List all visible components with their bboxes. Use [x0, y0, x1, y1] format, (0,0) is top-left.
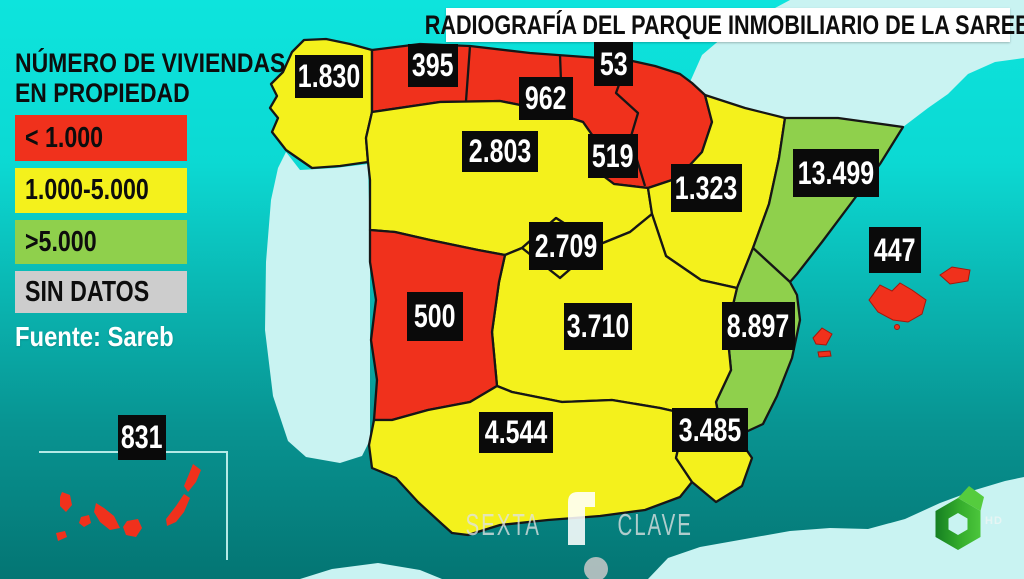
island-gran-canaria [123, 519, 142, 537]
label-asturias: 395 [408, 44, 458, 87]
label-baleares: 447 [869, 227, 921, 273]
watermark-text-right: CLAVE [617, 507, 694, 542]
island-lanzarote [184, 464, 201, 492]
lasexta-6-glyph-icon [568, 492, 596, 545]
watermark-text-left: SEXTA [465, 507, 541, 542]
label-andalucia: 4.544 [479, 412, 553, 453]
hd-badge: HD [985, 515, 1003, 527]
island-el-hierro [56, 531, 67, 541]
island-ibiza [812, 327, 833, 346]
canary-inset-frame [39, 451, 228, 560]
island-formentera [817, 350, 832, 358]
legend-item-under-1000: < 1.000 [15, 115, 187, 162]
label-aragon: 1.323 [671, 164, 742, 212]
island-tenerife [94, 503, 120, 530]
label-cataluna: 13.499 [793, 149, 879, 197]
label-la-rioja-navarra: 519 [588, 134, 638, 178]
sexta-clave-watermark: SEXTA CLAVE [446, 488, 713, 548]
title-bar: RADIOGRAFÍA DEL PARQUE INMOBILIARIO DE L… [425, 8, 1024, 42]
page-title: RADIOGRAFÍA DEL PARQUE INMOBILIARIO DE L… [424, 9, 1024, 40]
label-castilla-la-mancha: 3.710 [564, 303, 632, 350]
legend-heading: NÚMERO DE VIVIENDAS EN PROPIEDAD [15, 48, 286, 109]
africa-tangier-landmass [300, 563, 442, 579]
label-cantabria: 962 [519, 77, 573, 120]
island-la-palma [60, 492, 72, 512]
portugal-landmass [265, 152, 370, 463]
region-andalucia [367, 384, 702, 537]
label-comunidad-valenciana: 8.897 [722, 302, 795, 350]
legend-heading-line2: EN PROPIEDAD [15, 78, 190, 109]
island-fuerteventura [166, 494, 190, 526]
island-mallorca [868, 282, 927, 323]
legend-item-no-data: SIN DATOS [15, 271, 187, 314]
label-madrid: 2.709 [529, 222, 603, 270]
label-murcia: 3.485 [672, 408, 748, 452]
island-cabrera [894, 324, 900, 330]
legend: NÚMERO DE VIVIENDAS EN PROPIEDAD < 1.000… [15, 48, 286, 353]
africa-landmass [648, 477, 1024, 579]
label-castilla-y-leon: 2.803 [462, 131, 538, 172]
island-menorca [939, 266, 971, 285]
legend-item-over-5000: >5.000 [15, 220, 187, 265]
legend-heading-line1: NÚMERO DE VIVIENDAS [15, 48, 286, 78]
label-pais-vasco: 53 [594, 42, 633, 86]
source-note: Fuente: Sareb [15, 321, 174, 353]
legend-item-1000-5000: 1.000-5.000 [15, 168, 187, 214]
label-canarias: 831 [118, 415, 166, 460]
island-la-gomera [79, 515, 91, 527]
label-extremadura: 500 [407, 292, 463, 341]
label-galicia: 1.830 [295, 55, 363, 98]
watermark-dot [584, 557, 608, 579]
lasexta-logo-icon [935, 486, 984, 550]
